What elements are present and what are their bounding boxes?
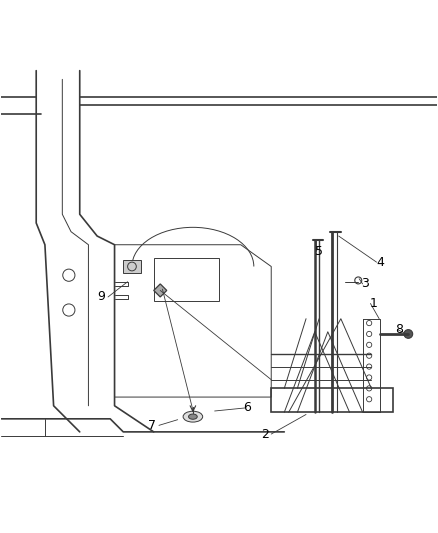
Text: 8: 8 xyxy=(396,323,404,336)
Text: 6: 6 xyxy=(244,401,251,415)
Text: 9: 9 xyxy=(98,290,106,303)
Text: 2: 2 xyxy=(261,427,268,441)
Text: 5: 5 xyxy=(315,245,323,258)
Text: 3: 3 xyxy=(361,277,369,290)
Ellipse shape xyxy=(188,414,197,419)
Text: 1: 1 xyxy=(370,297,378,310)
Text: 4: 4 xyxy=(376,256,384,269)
Circle shape xyxy=(404,329,413,338)
Polygon shape xyxy=(154,284,167,297)
Polygon shape xyxy=(123,260,141,273)
Ellipse shape xyxy=(183,411,203,422)
Text: 7: 7 xyxy=(148,419,155,432)
